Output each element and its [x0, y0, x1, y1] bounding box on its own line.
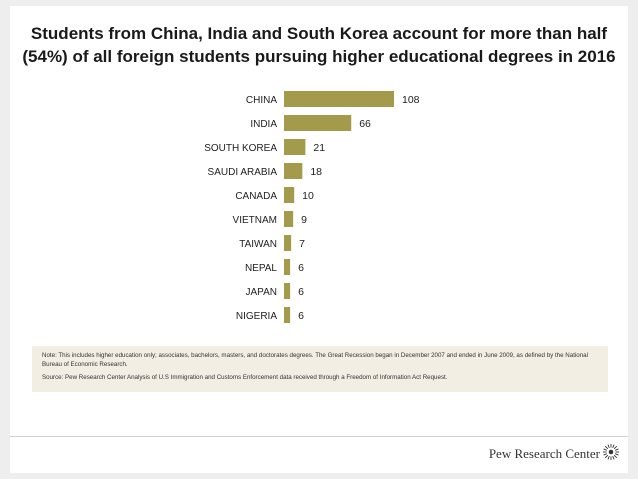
- bar: [284, 307, 291, 323]
- bar: [284, 187, 295, 203]
- category-label: SOUTH KOREA: [204, 143, 277, 154]
- category-label: SAUDI ARABIA: [208, 167, 278, 178]
- bar: [284, 235, 292, 251]
- value-label: 10: [302, 190, 314, 202]
- bar: [284, 139, 306, 155]
- pew-sunburst-icon: [602, 443, 620, 461]
- notes-box: Note: This includes higher education onl…: [32, 346, 608, 392]
- source-text: Source: Pew Research Center Analysis of …: [42, 374, 448, 381]
- value-label: 6: [298, 262, 304, 274]
- value-label: 108: [402, 94, 420, 106]
- value-label: 6: [298, 286, 304, 298]
- slide: Students from China, India and South Kor…: [10, 6, 628, 473]
- bar: [284, 211, 294, 227]
- category-label: CHINA: [246, 95, 277, 106]
- bar: [284, 259, 291, 275]
- value-label: 6: [298, 310, 304, 322]
- category-label: NEPAL: [245, 263, 277, 274]
- bar: [284, 283, 291, 299]
- value-label: 66: [359, 118, 371, 130]
- category-label: CANADA: [235, 191, 277, 202]
- category-label: INDIA: [250, 119, 277, 130]
- category-label: VIETNAM: [233, 215, 277, 226]
- chart-title: Students from China, India and South Kor…: [22, 24, 616, 66]
- category-label: TAIWAN: [239, 239, 277, 250]
- value-label: 9: [301, 214, 307, 226]
- bar: [284, 115, 352, 131]
- bar: [284, 91, 394, 107]
- footer-divider: [10, 436, 628, 437]
- bar: [284, 163, 303, 179]
- value-label: 18: [310, 166, 322, 178]
- value-label: 21: [313, 142, 325, 154]
- category-label: JAPAN: [246, 287, 278, 298]
- note-text: Note: This includes higher education onl…: [42, 352, 588, 368]
- category-label: NIGERIA: [236, 311, 277, 322]
- value-label: 7: [299, 238, 305, 250]
- brand-name: Pew Research Center: [488, 446, 600, 461]
